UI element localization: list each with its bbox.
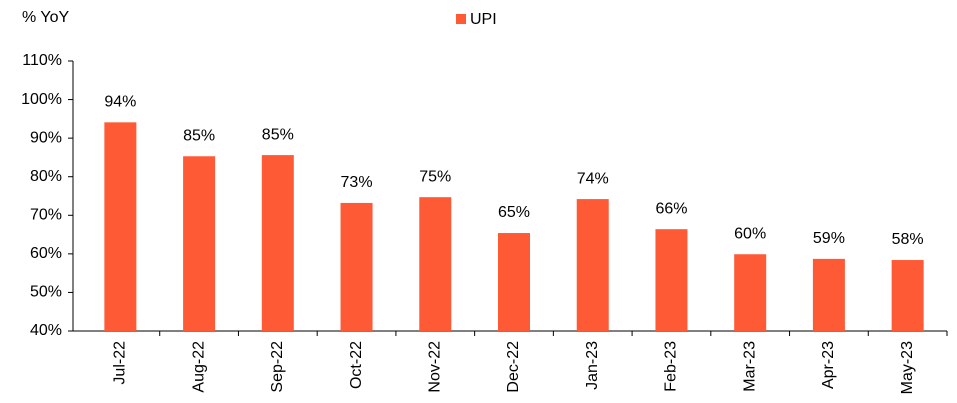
- data-label: 65%: [498, 204, 530, 221]
- x-tick-label: Sep-22: [269, 341, 286, 393]
- y-tick-label: 100%: [21, 91, 62, 108]
- data-label: 75%: [419, 168, 451, 185]
- y-axis-label: % YoY: [22, 9, 69, 26]
- legend-swatch: [456, 14, 466, 24]
- y-tick-label: 90%: [30, 129, 62, 146]
- bar: [655, 229, 688, 331]
- y-tick-label: 70%: [30, 207, 62, 224]
- data-label: 74%: [577, 170, 609, 187]
- x-tick-label: May-23: [899, 341, 916, 394]
- data-label: 94%: [104, 94, 136, 111]
- bar: [812, 258, 845, 331]
- data-label: 85%: [262, 126, 294, 143]
- bar: [340, 202, 373, 331]
- bar: [104, 122, 137, 331]
- x-tick-label: Nov-22: [426, 341, 443, 393]
- data-label: 73%: [341, 174, 373, 191]
- bar: [576, 199, 609, 331]
- legend-label: UPI: [470, 11, 497, 28]
- x-tick-label: Jan-23: [584, 341, 601, 390]
- x-tick-label: Jul-22: [112, 341, 129, 385]
- bar: [261, 155, 294, 331]
- data-label: 66%: [655, 200, 687, 217]
- bar: [183, 156, 216, 331]
- bar: [419, 197, 452, 331]
- x-tick-label: Oct-22: [348, 341, 365, 389]
- x-tick-label: Apr-23: [820, 341, 837, 389]
- y-tick-label: 80%: [30, 168, 62, 185]
- y-tick-label: 110%: [22, 52, 62, 69]
- bar: [891, 260, 924, 331]
- x-tick-label: Feb-23: [663, 341, 680, 392]
- y-tick-label: 50%: [30, 284, 62, 301]
- data-label: 85%: [183, 127, 215, 144]
- data-label: 60%: [734, 225, 766, 242]
- data-label: 59%: [813, 230, 845, 247]
- y-tick-label: 40%: [30, 322, 62, 339]
- x-tick-label: Dec-22: [505, 341, 522, 393]
- bar: [498, 233, 530, 331]
- x-tick-label: Mar-23: [741, 341, 758, 392]
- y-tick-label: 60%: [30, 245, 62, 262]
- x-tick-label: Aug-22: [190, 341, 207, 393]
- data-label: 58%: [892, 231, 924, 248]
- bar: [734, 254, 767, 331]
